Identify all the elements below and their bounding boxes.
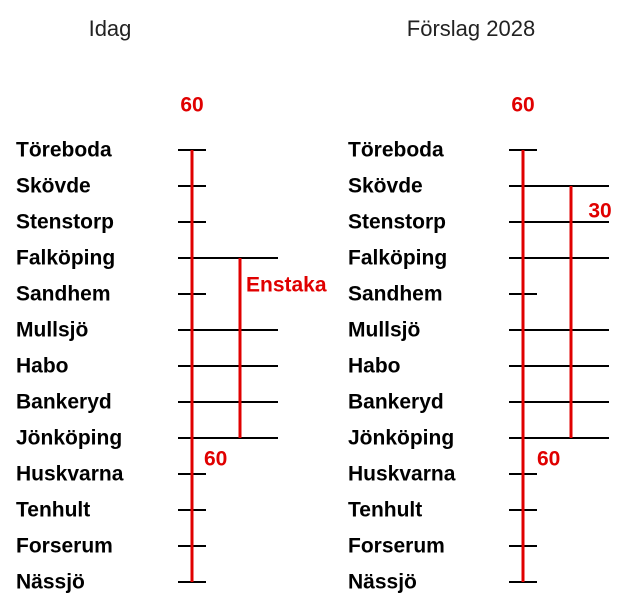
station-label: Huskvarna (348, 463, 456, 486)
station-label: Jönköping (16, 427, 122, 450)
station-label: Mullsjö (348, 319, 420, 342)
station-label: Stenstorp (348, 211, 446, 234)
station-label: Tenhult (348, 499, 422, 522)
branch-label: Enstaka (246, 274, 327, 297)
station-label: Huskvarna (16, 463, 124, 486)
panel-heading: Förslag 2028 (407, 16, 535, 41)
station-label: Töreboda (348, 139, 444, 162)
station-label: Forserum (16, 535, 113, 558)
station-label: Sandhem (16, 283, 111, 306)
top-label: 60 (511, 94, 534, 117)
station-label: Habo (16, 355, 69, 378)
station-label: Töreboda (16, 139, 112, 162)
station-label: Habo (348, 355, 401, 378)
station-label: Skövde (16, 175, 91, 198)
station-label: Forserum (348, 535, 445, 558)
station-label: Nässjö (348, 571, 417, 594)
panel-heading: Idag (89, 16, 132, 41)
station-label: Falköping (348, 247, 447, 270)
branch-label: 30 (588, 200, 611, 223)
station-label: Falköping (16, 247, 115, 270)
station-label: Nässjö (16, 571, 85, 594)
station-label: Mullsjö (16, 319, 88, 342)
bottom-label: 60 (537, 448, 560, 471)
station-label: Skövde (348, 175, 423, 198)
station-label: Stenstorp (16, 211, 114, 234)
top-label: 60 (180, 94, 203, 117)
station-label: Sandhem (348, 283, 443, 306)
station-label: Bankeryd (348, 391, 444, 414)
station-label: Bankeryd (16, 391, 112, 414)
station-label: Jönköping (348, 427, 454, 450)
station-label: Tenhult (16, 499, 90, 522)
bottom-label: 60 (204, 448, 227, 471)
